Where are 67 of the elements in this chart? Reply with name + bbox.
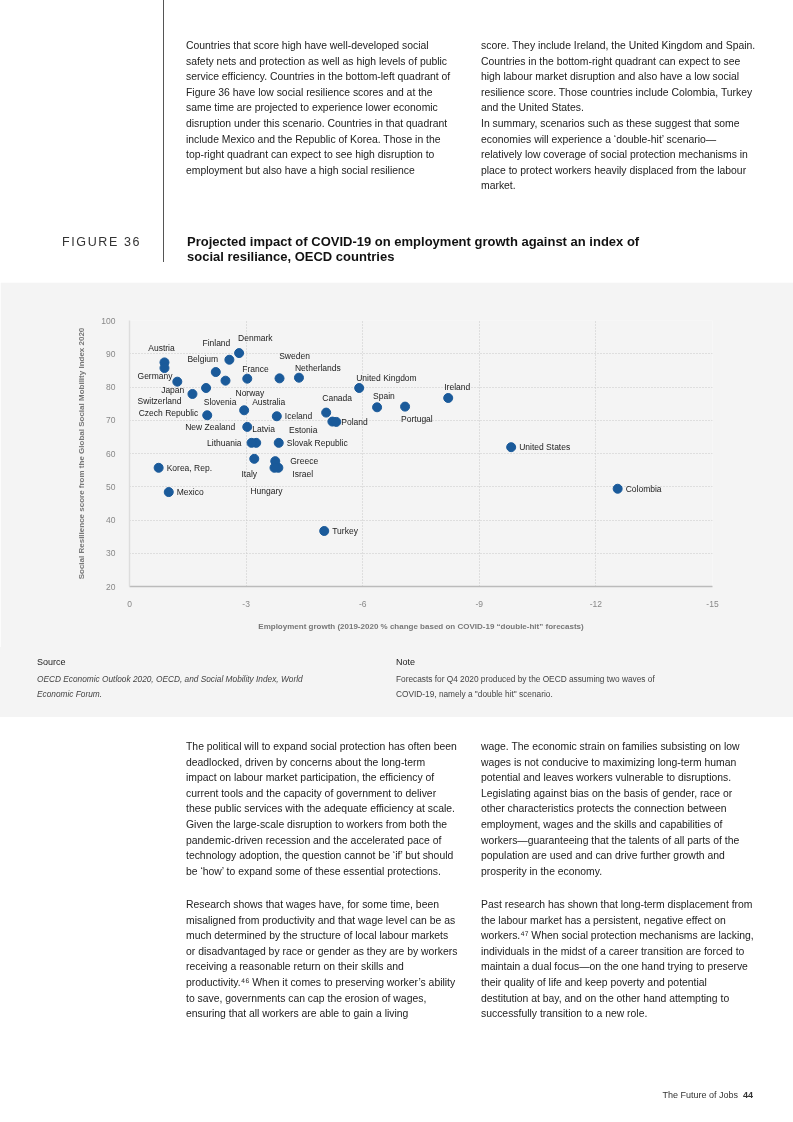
y-tick-label: 90: [106, 348, 116, 359]
y-axis-title: Social Resilience score from the Global Social Mobility Index 2020: [77, 327, 87, 580]
annotation: Iceland: [284, 411, 313, 422]
y-tick-label: 100: [101, 315, 116, 326]
annotation: Mexico: [176, 487, 204, 498]
annotation: France: [242, 363, 269, 374]
annotation: Italy: [241, 468, 258, 479]
annotation: Netherlands: [294, 362, 341, 373]
annotation: Korea, Rep.: [166, 462, 213, 473]
annotation: Colombia: [625, 483, 662, 494]
annotation: Austria: [148, 343, 175, 354]
text: Forecasts for Q4 2020 produced by the OECD assuming two waves of COVID-19, namely a "double hit" scenario.: [396, 673, 656, 701]
text: wage. The economic strain on families subsisting on low wages is not conducive to maximizing long-term human potential and leaves workers vulnerable to disruptions. Legislating against bias on the basis of gender, race or other characteristics protects the connection between employment, wages and the skills and capabilities of workers—guaranteeing that the talents of all parts of the population are used and can drive further growth and prosperity in the economy.: [481, 741, 740, 877]
annotation: Estonia: [289, 424, 318, 435]
y-tick-label: 20: [106, 581, 116, 592]
y-tick-label: 70: [106, 415, 116, 426]
text: Countries that score high have well-developed social safety nets and protection as well as high levels of public service efficiency. Countries in the bottom-left quadrant of Figure 36 have low social resilience scores and at the same time are projected to experience lower economic disruption under this scenario. Countries in that quadrant include Mexico and the Republic of Korea. Those in the top-right quadrant can expect to see high disruption to employment but also have a high social resilience: [186, 40, 451, 176]
text: Note: [396, 656, 416, 669]
annotation: Slovenia: [203, 397, 237, 407]
annotation: Hungary: [250, 485, 284, 496]
y-tick-label: 40: [106, 515, 116, 525]
caption: FIGURE 36: [62, 235, 142, 251]
x-axis-title: Employment growth (2019-2020 % change based on COVID-19 “double-hit” forecasts): [258, 621, 585, 631]
annotation: Japan: [161, 384, 185, 395]
annotation: Israel: [292, 468, 314, 479]
annotation: Portugal: [401, 413, 433, 424]
annotation: Latvia: [252, 423, 276, 434]
x-tick-label: -3: [242, 598, 251, 609]
text: In summary, scenarios such as these suggest that some economies will experience a ‘double-hit’ scenario—relatively low coverage of social protection mechanisms in place to protect workers heavily displaced from the labour market.: [481, 117, 748, 192]
text: Source: [37, 656, 67, 669]
annotation: Belgium: [187, 354, 219, 365]
annotation: Australia: [252, 397, 286, 408]
annotation: Lithuania: [207, 437, 242, 448]
text: The political will to expand social protection has often been deadlocked, driven by concerns about the long-term impact on labour market participation, the efficiency of current tools and the capacity of government to deliver these public services with the adequate efficiency at scale. Given the large-scale disruption to workers from both the pandemic-driven recession and the accelerated pace of technology adoption, the question cannot be ‘if’ but should be ‘how’ to expand some of these essential protections.: [186, 741, 457, 877]
annotation: Canada: [322, 392, 353, 403]
y-tick-label: 50: [106, 481, 116, 492]
chart-title: Projected impact of COVID-19 on employment growth against an index of social resiliance, OECD countries: [187, 234, 641, 264]
annotation: United States: [519, 442, 571, 453]
annotation: Germany: [137, 371, 174, 382]
text: Research shows that wages have, for some time, been misaligned from productivity and that wage level can be as much determined by the structure of local labour markets or disadvantaged by race or gender as they are by workers receiving a reasonable return on their skills and productivity.⁴⁶ When it comes to preserving worker’s ability to save, governments can cap the erosion of wages, ensuring that all workers are able to gain a living: [186, 898, 458, 1022]
text: OECD Economic Outlook 2020, OECD, and Social Mobility Index, World Economic Forum.: [37, 673, 304, 701]
annotation: Poland: [341, 416, 369, 427]
x-tick-label: -6: [358, 598, 367, 609]
annotation: Sweden: [279, 351, 311, 362]
annotation: Finland: [202, 337, 231, 348]
y-tick-label: 30: [106, 548, 116, 559]
annotation: Slovak Republic: [286, 437, 349, 448]
text: 44: [742, 1090, 753, 1100]
x-tick-label: -12: [589, 598, 603, 609]
annotation: Denmark: [238, 333, 274, 344]
annotation: Norway: [235, 387, 266, 398]
annotation: Czech Republic: [138, 408, 199, 419]
annotation: Switzerland: [137, 395, 182, 406]
x-tick-label: -15: [706, 598, 719, 609]
text: Past research has shown that long-term displacement from the labour market has a persistent, negative effect on workers.⁴⁷ When social protection mechanisms are lacking, individuals in the midst of a career transition are forced to maintain a dual focus—on the one hand trying to preserve their quality of life and keep poverty and potential destitution at bay, and on the other hand attempting to successfully transition to a new role.: [481, 898, 755, 1022]
annotation: Greece: [290, 456, 319, 467]
y-tick-label: 80: [106, 382, 116, 392]
y-tick-label: 60: [106, 448, 116, 459]
x-tick-label: -9: [475, 598, 484, 609]
annotation: Spain: [373, 391, 396, 402]
x-tick-label: 0: [127, 598, 133, 609]
text: The Future of Jobs: [662, 1090, 738, 1100]
annotation: Ireland: [444, 381, 471, 392]
annotation: United Kingdom: [356, 373, 417, 383]
annotation: New Zealand: [185, 421, 236, 432]
text: score. They include Ireland, the United Kingdom and Spain. Countries in the bottom-right quadrant can expect to see high labour market disruption and also have a low social resilience score. Those countries include Colombia, Turkey and the United States.: [481, 40, 756, 114]
annotation: Turkey: [332, 525, 359, 536]
